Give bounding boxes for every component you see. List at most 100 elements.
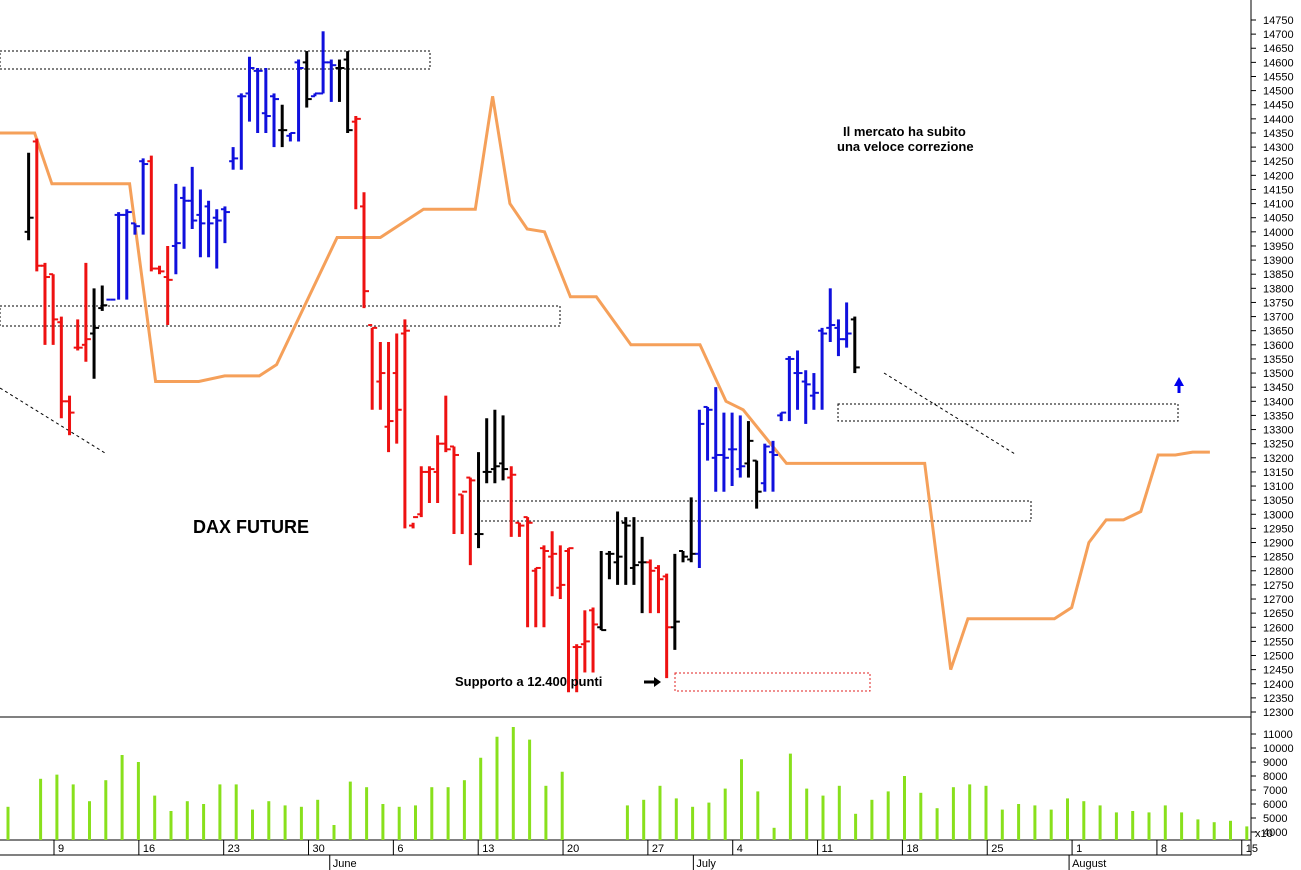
ohlc-bar bbox=[433, 435, 443, 503]
ohlc-bar bbox=[719, 412, 729, 492]
price-tick-label: 13750 bbox=[1263, 297, 1294, 309]
ohlc-bar bbox=[499, 415, 509, 481]
ohlc-bar bbox=[130, 222, 140, 235]
ohlc-bar bbox=[417, 466, 427, 518]
price-tick-label: 14050 bbox=[1263, 213, 1294, 225]
price-tick-label: 14400 bbox=[1263, 114, 1294, 126]
price-tick-label: 14650 bbox=[1263, 43, 1294, 55]
price-tick-label: 12750 bbox=[1263, 580, 1294, 592]
price-tick-label: 13400 bbox=[1263, 396, 1294, 408]
price-tick-label: 14200 bbox=[1263, 170, 1294, 182]
ohlc-bar bbox=[409, 516, 419, 529]
ohlc-bar bbox=[204, 200, 214, 258]
volume-axis-ticks: 4000 5000 6000 7000 8000 9000 10000 11000 bbox=[1251, 729, 1294, 839]
ohlc-bar bbox=[605, 551, 615, 580]
ohlc-bar bbox=[425, 466, 435, 503]
ohlc-bar bbox=[818, 327, 828, 410]
ohlc-bar bbox=[188, 166, 198, 230]
price-tick-label: 14350 bbox=[1263, 128, 1294, 140]
support-annotation: Supporto a 12.400 punti bbox=[455, 674, 602, 689]
ohlc-bar bbox=[629, 517, 639, 585]
ohlc-bar bbox=[278, 104, 288, 148]
ohlc-bar bbox=[98, 285, 108, 311]
price-tick-label: 13950 bbox=[1263, 241, 1294, 253]
ohlc-bar bbox=[523, 516, 533, 628]
ohlc-bar bbox=[556, 545, 566, 600]
price-tick-label: 12350 bbox=[1263, 693, 1294, 705]
price-tick-label: 12550 bbox=[1263, 636, 1294, 648]
volume-tick-label: 7000 bbox=[1263, 785, 1287, 797]
moving-average-line bbox=[0, 96, 1210, 671]
ohlc-bar bbox=[687, 497, 697, 563]
ohlc-bar bbox=[400, 319, 410, 529]
price-tick-label: 12650 bbox=[1263, 608, 1294, 620]
ohlc-bar bbox=[253, 68, 263, 133]
ohlc-bar bbox=[597, 551, 607, 632]
ohlc-bar bbox=[670, 553, 680, 650]
date-tick-label: 30 bbox=[313, 843, 325, 855]
price-tick-label: 14150 bbox=[1263, 184, 1294, 196]
ohlc-bar bbox=[65, 395, 75, 436]
ohlc-bar bbox=[147, 155, 157, 272]
price-tick-label: 13150 bbox=[1263, 467, 1294, 479]
ohlc-bar bbox=[458, 490, 468, 535]
price-tick-label: 12500 bbox=[1263, 651, 1294, 663]
month-label: July bbox=[696, 858, 716, 870]
price-tick-label: 14100 bbox=[1263, 199, 1294, 211]
ohlc-bar bbox=[212, 209, 222, 269]
ohlc-bar bbox=[294, 59, 304, 142]
ohlc-bar bbox=[752, 459, 762, 509]
ohlc-bar bbox=[826, 288, 836, 342]
ohlc-bar bbox=[155, 265, 165, 275]
ohlc-bar bbox=[809, 373, 819, 410]
price-tick-label: 12800 bbox=[1263, 566, 1294, 578]
price-tick-label: 13100 bbox=[1263, 481, 1294, 493]
ohlc-bar bbox=[351, 116, 361, 210]
volume-tick-label: 8000 bbox=[1263, 771, 1287, 783]
ohlc-bar bbox=[621, 517, 631, 585]
ohlc-bar bbox=[327, 59, 337, 102]
ohlc-bar bbox=[163, 245, 173, 326]
date-tick-label: 18 bbox=[906, 843, 918, 855]
ohlc-bar bbox=[679, 550, 689, 563]
breakout-box bbox=[837, 403, 1179, 422]
volume-tick-label: 11000 bbox=[1263, 729, 1293, 741]
ohlc-bar bbox=[539, 545, 549, 628]
ohlc-bar bbox=[613, 511, 623, 585]
ohlc-bar bbox=[310, 92, 320, 98]
arrow-up-icon bbox=[1174, 377, 1184, 393]
volume-tick-label: 9000 bbox=[1263, 757, 1287, 769]
price-tick-label: 12850 bbox=[1263, 552, 1294, 564]
ohlc-bar bbox=[564, 547, 574, 693]
price-tick-label: 12950 bbox=[1263, 523, 1294, 535]
price-tick-label: 13850 bbox=[1263, 269, 1294, 281]
price-tick-label: 12600 bbox=[1263, 622, 1294, 634]
ohlc-bar bbox=[24, 152, 34, 241]
ohlc-bar bbox=[40, 262, 50, 345]
volume-tick-label: 10000 bbox=[1263, 743, 1294, 755]
ohlc-bar bbox=[580, 610, 590, 673]
ohlc-bar bbox=[319, 31, 329, 95]
support-box-13000 bbox=[478, 500, 1032, 522]
support-resistance-boxes bbox=[0, 50, 1179, 692]
price-tick-label: 13250 bbox=[1263, 439, 1294, 451]
price-tick-label: 13300 bbox=[1263, 425, 1294, 437]
price-tick-label: 12400 bbox=[1263, 679, 1294, 691]
ohlc-bar bbox=[695, 409, 705, 568]
ohlc-bar bbox=[760, 443, 770, 492]
price-tick-label: 12450 bbox=[1263, 665, 1294, 677]
annotation-line-1: Il mercato ha subito bbox=[843, 124, 966, 139]
price-tick-label: 12900 bbox=[1263, 538, 1294, 550]
date-tick-label: 1 bbox=[1076, 843, 1082, 855]
ohlc-bar bbox=[196, 189, 206, 258]
ohlc-bar bbox=[384, 341, 394, 453]
ohlc-bar bbox=[777, 411, 787, 422]
date-tick-label: 25 bbox=[991, 843, 1003, 855]
price-tick-label: 14450 bbox=[1263, 100, 1294, 112]
resistance-box-mid bbox=[0, 305, 561, 327]
ohlc-bar bbox=[261, 68, 271, 133]
price-tick-label: 12300 bbox=[1263, 707, 1294, 719]
volume-bars bbox=[6, 727, 1249, 840]
ohlc-bar bbox=[769, 440, 778, 492]
